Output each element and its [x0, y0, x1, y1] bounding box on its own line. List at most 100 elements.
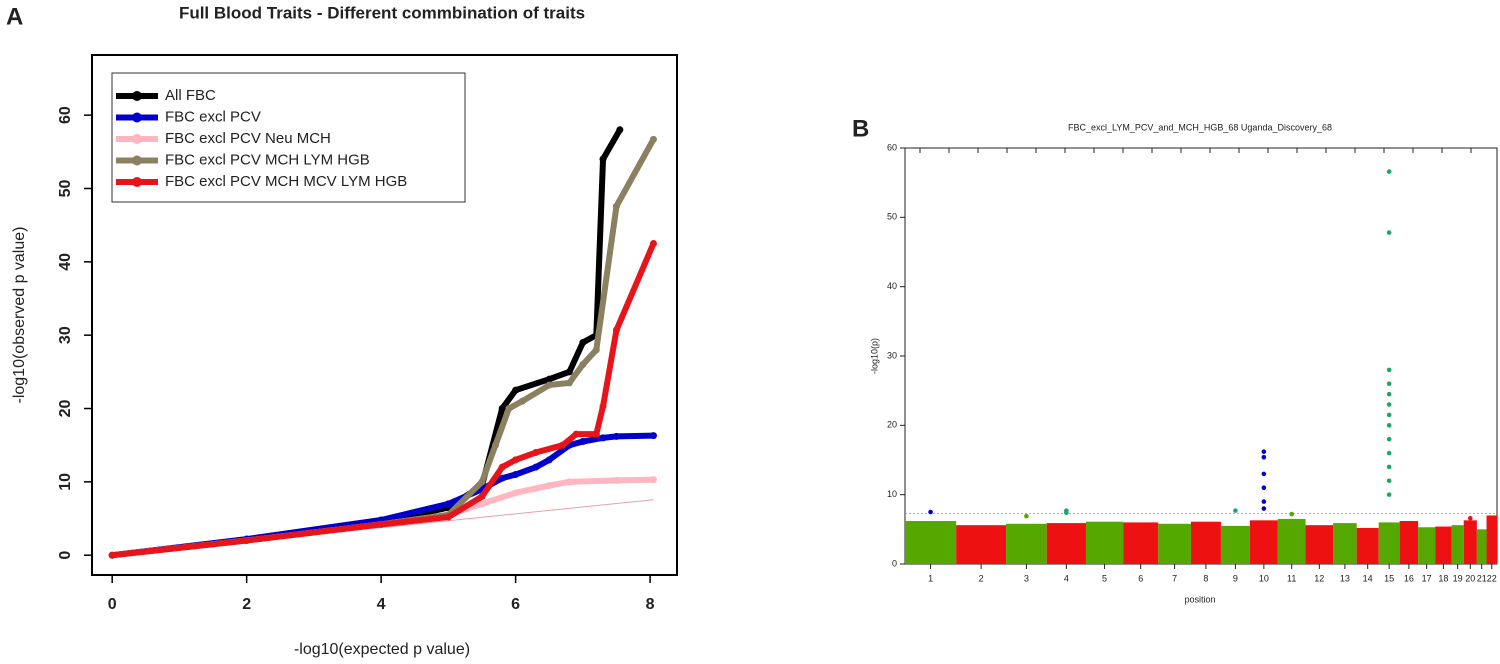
qq-point: [612, 202, 620, 210]
snp-cloud: [1085, 521, 1124, 564]
x-tick-label: 6: [1138, 573, 1143, 583]
y-tick-label: 10: [57, 473, 74, 491]
snp-point: [1233, 508, 1238, 513]
y-tick-label: 50: [887, 212, 897, 222]
y-tick-label: 30: [57, 326, 74, 344]
qq-point: [612, 432, 620, 440]
panel-label: A: [6, 3, 23, 30]
qq-point: [545, 482, 553, 490]
legend-label: FBC excl PCV Neu MCH: [165, 130, 331, 147]
snp-point: [1386, 230, 1392, 235]
x-tick-label: 5: [1102, 573, 1107, 583]
qq-point: [545, 456, 553, 464]
snp-point: [1386, 169, 1392, 174]
qq-point: [592, 430, 600, 438]
legend-swatch: [132, 91, 142, 101]
qq-point: [545, 381, 553, 389]
snp-point: [1386, 423, 1392, 428]
qq-point: [108, 551, 116, 559]
snp-point: [1386, 367, 1392, 373]
x-tick-label: 8: [646, 596, 655, 613]
qq-point: [512, 471, 520, 479]
qq-point: [579, 361, 587, 369]
snp-cloud: [1356, 527, 1379, 564]
qq-point: [491, 441, 499, 449]
x-axis-label: -log10(expected p value): [294, 641, 470, 658]
snp-point: [1261, 454, 1267, 460]
qq-point: [616, 126, 624, 134]
qq-point: [599, 402, 607, 410]
qq-point: [512, 489, 520, 497]
snp-point: [1261, 499, 1267, 504]
qq-point: [532, 463, 540, 471]
x-tick-label: 4: [1064, 573, 1069, 583]
qq-point: [649, 239, 657, 247]
x-tick-label: 18: [1438, 573, 1448, 583]
x-tick-label: 4: [377, 596, 386, 613]
y-tick-label: 0: [892, 558, 897, 568]
qq-point: [592, 346, 600, 354]
qq-point: [498, 405, 506, 413]
x-tick-label: 22: [1487, 573, 1497, 583]
qq-point: [518, 397, 526, 405]
legend-box: [111, 72, 466, 203]
snp-cloud: [1123, 522, 1159, 564]
y-tick-label: 60: [57, 106, 74, 124]
y-tick-label: 50: [57, 179, 74, 197]
y-tick-label: 10: [887, 489, 897, 499]
panel-label: B: [852, 115, 869, 142]
qq-point: [649, 135, 657, 143]
snp-point: [1261, 471, 1267, 477]
qq-point: [559, 441, 567, 449]
snp-cloud: [1418, 527, 1436, 564]
qq-point: [649, 476, 657, 484]
qq-point: [579, 339, 587, 347]
x-tick-label: 13: [1340, 573, 1350, 583]
x-tick-label: 9: [1233, 573, 1238, 583]
y-tick-label: 40: [887, 281, 897, 291]
snp-cloud: [1046, 523, 1086, 564]
y-tick-label: 0: [57, 551, 74, 560]
qq-point: [565, 478, 573, 486]
qq-point: [545, 375, 553, 383]
qq-line: [111, 432, 654, 559]
legend-label: FBC excl PCV: [165, 108, 261, 125]
legend-label: All FBC: [165, 87, 216, 104]
snp-cloud: [1249, 520, 1278, 564]
x-tick-label: 15: [1384, 573, 1394, 583]
y-tick-label: 20: [57, 400, 74, 418]
x-tick-label: 2: [979, 573, 984, 583]
y-tick-label: 40: [57, 253, 74, 271]
qq-point: [498, 474, 506, 482]
qq-point: [599, 155, 607, 163]
snp-point: [1261, 506, 1267, 511]
qq-line: [111, 242, 657, 559]
qq-point: [612, 326, 620, 334]
snp-cloud: [1190, 521, 1221, 564]
snp-point: [1386, 391, 1392, 397]
legend-label: FBC excl PCV MCH LYM HGB: [165, 151, 370, 168]
snp-cloud: [1220, 525, 1250, 564]
snp-cloud: [1158, 523, 1191, 564]
qq-point: [532, 449, 540, 457]
snp-cloud: [1305, 525, 1334, 564]
snp-cloud: [1451, 525, 1464, 564]
x-tick-label: 17: [1422, 573, 1432, 583]
x-tick-label: 21: [1477, 573, 1487, 583]
snp-point: [1386, 464, 1392, 470]
qq-point: [512, 386, 520, 394]
snp-point: [1386, 381, 1392, 387]
qq-point: [478, 493, 486, 501]
snp-point: [1386, 412, 1392, 418]
x-tick-label: 19: [1453, 573, 1463, 583]
y-tick-label: 30: [887, 350, 897, 360]
x-tick-label: 3: [1024, 573, 1029, 583]
x-tick-label: 11: [1287, 573, 1296, 583]
snp-point: [1467, 515, 1473, 521]
snp-point: [1386, 450, 1392, 456]
qq-point: [599, 434, 607, 442]
legend-swatch: [132, 155, 142, 166]
qq-point: [478, 500, 486, 508]
qq-point: [444, 513, 452, 521]
